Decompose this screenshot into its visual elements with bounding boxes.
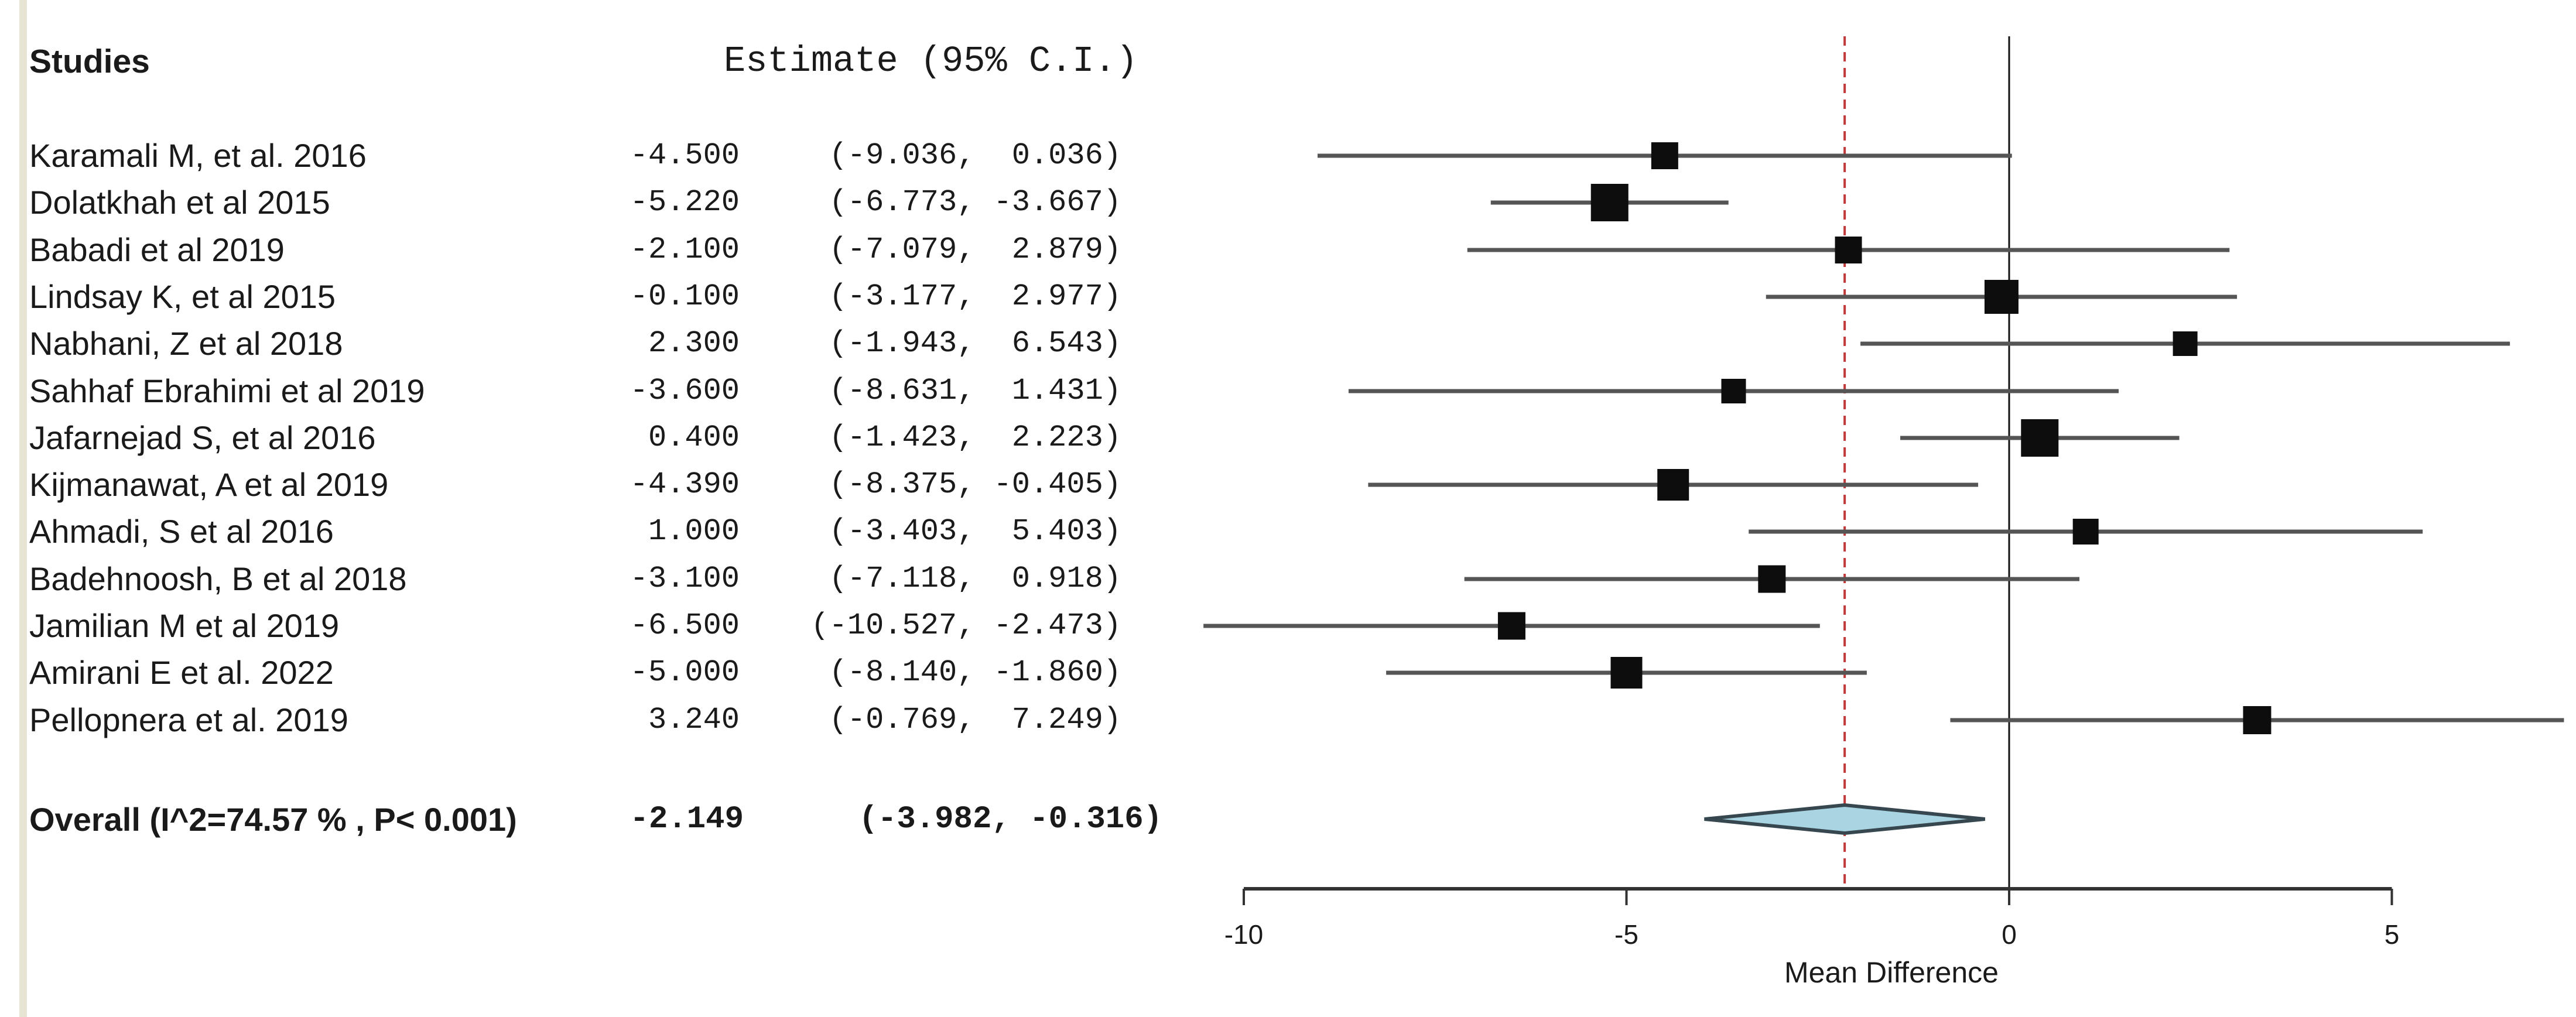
effect-size-square bbox=[2173, 331, 2198, 356]
study-row: Pellopnera et al. 2019 3.240 (-0.769, 7.24… bbox=[0, 697, 1200, 744]
study-row: Jafarnejad S, et al 2016 0.400 (-1.423, 2.… bbox=[0, 415, 1200, 461]
study-row: Sahhaf Ebrahimi et al 2019 -3.600 (-8.631,… bbox=[0, 368, 1200, 415]
x-axis-tick-label: 5 bbox=[2385, 919, 2400, 950]
estimate-value: -4.390 bbox=[630, 467, 740, 502]
study-name: Sahhaf Ebrahimi et al 2019 bbox=[29, 372, 425, 409]
estimate-value: -6.500 bbox=[630, 608, 740, 643]
effect-size-square bbox=[1758, 565, 1786, 593]
effect-size-square bbox=[2072, 519, 2099, 545]
study-row: Ahmadi, S et al 2016 1.000 (-3.403, 5.403) bbox=[0, 508, 1200, 555]
study-row: Jamilian M et al 2019 -6.500 (-10.527, -2.… bbox=[0, 602, 1200, 649]
study-name: Dolatkhah et al 2015 bbox=[29, 184, 330, 221]
effect-size-square bbox=[2243, 706, 2271, 734]
ci-value: (-8.375, -0.405) bbox=[829, 467, 1121, 502]
overall-estimate-value: -2.149 bbox=[630, 802, 744, 837]
study-name: Pellopnera et al. 2019 bbox=[29, 701, 348, 738]
study-name: Badehnoosh, B et al 2018 bbox=[29, 560, 407, 597]
effect-size-square bbox=[1651, 142, 1678, 169]
study-name: Ahmadi, S et al 2016 bbox=[29, 513, 334, 550]
study-name: Babadi et al 2019 bbox=[29, 231, 285, 268]
effect-size-square bbox=[1721, 379, 1746, 403]
study-row: Dolatkhah et al 2015 -5.220 (-6.773, -3.66… bbox=[0, 179, 1200, 226]
study-name: Amirani E et al. 2022 bbox=[29, 654, 334, 691]
estimate-value: 1.000 bbox=[648, 514, 740, 549]
study-row: Lindsay K, et al 2015 -0.100 (-3.177, 2.97… bbox=[0, 273, 1200, 320]
study-row: Amirani E et al. 2022 -5.000 (-8.140, -1.8… bbox=[0, 649, 1200, 696]
ci-value: (-10.527, -2.473) bbox=[810, 608, 1122, 643]
study-name: Jafarnejad S, et al 2016 bbox=[29, 419, 376, 456]
estimate-column-header: Estimate (95% C.I.) bbox=[724, 40, 1138, 82]
estimate-value: -3.100 bbox=[630, 561, 740, 596]
ci-value: (-3.403, 5.403) bbox=[829, 514, 1121, 549]
study-row: Kijmanawat, A et al 2019 -4.390 (-8.375, -… bbox=[0, 461, 1200, 508]
study-row: Karamali M, et al. 2016 -4.500 (-9.036, 0.… bbox=[0, 132, 1200, 179]
study-name: Nabhani, Z et al 2018 bbox=[29, 325, 343, 362]
studies-column-header: Studies bbox=[29, 43, 150, 80]
study-name: Kijmanawat, A et al 2019 bbox=[29, 466, 389, 503]
effect-size-square bbox=[1657, 469, 1689, 501]
ci-value: (-7.118, 0.918) bbox=[829, 561, 1121, 596]
x-axis-tick-label: 0 bbox=[2002, 919, 2017, 950]
study-name: Karamali M, et al. 2016 bbox=[29, 137, 367, 174]
x-axis-tick-label: -5 bbox=[1614, 919, 1638, 950]
effect-size-square bbox=[1835, 237, 1862, 263]
estimate-value: -5.220 bbox=[630, 185, 740, 220]
ci-value: (-9.036, 0.036) bbox=[829, 138, 1121, 173]
ci-value: (-1.943, 6.543) bbox=[829, 326, 1121, 361]
overall-row: Overall (I^2=74.57 % , P< 0.001) -2.149 … bbox=[0, 796, 1230, 843]
x-axis-tick-label: -10 bbox=[1224, 919, 1263, 950]
effect-size-square bbox=[1590, 184, 1629, 221]
ci-value: (-7.079, 2.879) bbox=[829, 232, 1121, 267]
ci-value: (-8.631, 1.431) bbox=[829, 374, 1121, 408]
estimate-value: -0.100 bbox=[630, 279, 740, 314]
effect-size-square bbox=[2021, 419, 2059, 457]
ci-value: (-8.140, -1.860) bbox=[829, 655, 1121, 690]
overall-diamond bbox=[1704, 803, 1985, 835]
study-row: Babadi et al 2019 -2.100 (-7.079, 2.879) bbox=[0, 227, 1200, 273]
ci-value: (-0.769, 7.249) bbox=[829, 703, 1121, 737]
left-edge-stripe bbox=[19, 0, 27, 1017]
study-name: Lindsay K, et al 2015 bbox=[29, 278, 336, 315]
ci-value: (-1.423, 2.223) bbox=[829, 420, 1121, 455]
ci-value: (-3.177, 2.977) bbox=[829, 279, 1121, 314]
estimate-value: -4.500 bbox=[630, 138, 740, 173]
effect-size-square bbox=[1610, 657, 1643, 689]
study-row: Badehnoosh, B et al 2018 -3.100 (-7.118, 0… bbox=[0, 556, 1200, 602]
estimate-value: 0.400 bbox=[648, 420, 740, 455]
x-axis-title: Mean Difference bbox=[1784, 956, 1999, 989]
overall-ci-value: (-3.982, -0.316) bbox=[858, 802, 1162, 837]
study-name: Jamilian M et al 2019 bbox=[29, 607, 340, 644]
estimate-value: 2.300 bbox=[648, 326, 740, 361]
ci-value: (-6.773, -3.667) bbox=[829, 185, 1121, 220]
estimate-value: -3.600 bbox=[630, 374, 740, 408]
estimate-value: -5.000 bbox=[630, 655, 740, 690]
effect-size-square bbox=[1497, 612, 1525, 640]
estimate-value: 3.240 bbox=[648, 703, 740, 737]
overall-label: Overall (I^2=74.57 % , P< 0.001) bbox=[29, 801, 517, 838]
study-row: Nabhani, Z et al 2018 2.300 (-1.943, 6.543… bbox=[0, 320, 1200, 367]
estimate-value: -2.100 bbox=[630, 232, 740, 267]
effect-size-square bbox=[1984, 280, 2019, 314]
